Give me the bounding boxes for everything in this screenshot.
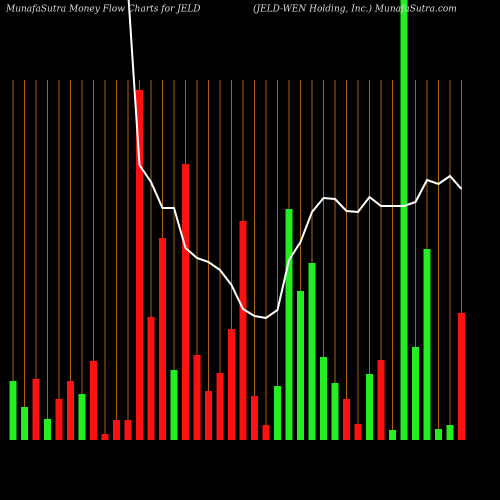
bar: [435, 429, 442, 440]
bar: [216, 373, 224, 440]
bar: [90, 361, 97, 440]
bar: [44, 419, 51, 440]
bar: [21, 407, 28, 440]
bar: [262, 425, 270, 440]
bar: [32, 379, 40, 440]
bar: [228, 329, 235, 440]
bar: [377, 360, 385, 440]
bar: [239, 221, 247, 440]
bar: [274, 386, 281, 440]
bar: [412, 347, 419, 440]
lines: [127, 0, 463, 320]
bar: [331, 383, 339, 440]
bar: [205, 391, 212, 440]
bar: [308, 263, 316, 440]
bar: [101, 434, 109, 440]
bar: [285, 209, 293, 440]
chart-title: MunafaSutra Money Flow Charts for JELD: [5, 5, 201, 15]
bar: [9, 381, 17, 440]
bar: [389, 430, 396, 440]
bar: [55, 399, 63, 440]
bar: [343, 399, 350, 440]
bar: [193, 355, 201, 440]
bar: [147, 317, 155, 440]
bar: [400, 0, 408, 440]
bar: [78, 394, 86, 440]
bars: [9, 0, 465, 440]
bar: [366, 374, 373, 440]
bar: [136, 90, 143, 440]
bar: [458, 313, 465, 440]
money-flow-line: [127, 0, 463, 320]
bar: [354, 424, 362, 440]
bar: [182, 164, 189, 440]
bar: [113, 420, 120, 440]
bar: [423, 249, 431, 440]
chart-subtitle: (JELD-WEN Holding, Inc.) MunafaSutra.com: [253, 4, 457, 15]
bar: [446, 425, 454, 440]
bar: [320, 357, 327, 440]
bar: [297, 291, 304, 440]
bar: [251, 396, 258, 440]
bar: [67, 381, 74, 440]
bar: [170, 370, 178, 440]
bar: [159, 238, 166, 440]
bar: [124, 420, 132, 440]
